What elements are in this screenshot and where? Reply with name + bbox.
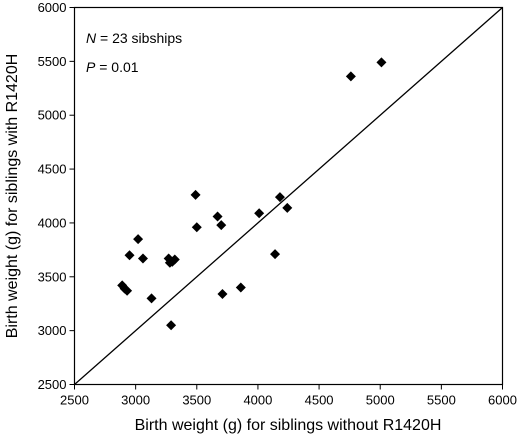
y-tick-label: 3500 bbox=[38, 269, 67, 284]
data-point-marker bbox=[122, 285, 133, 296]
y-axis-title: Birth weight (g) for siblings with R1420… bbox=[4, 54, 21, 339]
plot-border bbox=[73, 6, 504, 386]
y-axis: 2500 3000 3500 4000 4500 5000 5500 6000 bbox=[38, 0, 75, 392]
data-point-marker bbox=[191, 222, 202, 233]
data-point-marker bbox=[235, 282, 246, 293]
annotation-p-var: P bbox=[86, 59, 96, 75]
data-point-marker bbox=[216, 220, 227, 231]
y-tick-label: 5000 bbox=[38, 108, 67, 123]
data-point-marker bbox=[190, 189, 201, 200]
data-point-marker bbox=[169, 254, 180, 265]
data-point-marker bbox=[274, 192, 285, 203]
x-tick-label: 4500 bbox=[305, 393, 334, 408]
annotation-p: P = 0.01 bbox=[86, 59, 139, 75]
y-tick-label: 5500 bbox=[38, 54, 67, 69]
data-point-marker bbox=[282, 202, 293, 213]
annotation-n-var: N bbox=[86, 30, 97, 46]
data-point-marker bbox=[376, 57, 387, 68]
y-tick-label: 6000 bbox=[38, 0, 67, 15]
x-tick-label: 3500 bbox=[182, 393, 211, 408]
y-tick-label: 4500 bbox=[38, 162, 67, 177]
data-point-marker bbox=[270, 249, 281, 260]
annotation-p-text: = 0.01 bbox=[95, 59, 138, 75]
data-point-marker bbox=[133, 234, 144, 245]
data-point-marker bbox=[124, 250, 135, 261]
x-axis: 2500 3000 3500 4000 4500 5000 5500 6000 bbox=[60, 384, 517, 408]
data-point-marker bbox=[212, 211, 223, 222]
data-point-marker bbox=[166, 320, 177, 331]
data-point-marker bbox=[217, 289, 228, 300]
data-point-marker bbox=[345, 71, 356, 82]
y-tick-label: 3000 bbox=[38, 323, 67, 338]
annotation-n-text: = 23 sibships bbox=[96, 30, 182, 46]
x-tick-label: 2500 bbox=[60, 393, 89, 408]
x-axis-title: Birth weight (g) for siblings without R1… bbox=[135, 417, 442, 434]
y-tick-label: 2500 bbox=[38, 377, 67, 392]
y-tick-label: 4000 bbox=[38, 215, 67, 230]
x-tick-label: 5000 bbox=[366, 393, 395, 408]
x-tick-label: 4000 bbox=[243, 393, 272, 408]
data-points bbox=[117, 57, 387, 331]
identity-reference-line bbox=[74, 7, 503, 385]
data-point-marker bbox=[254, 208, 265, 219]
x-tick-label: 3000 bbox=[121, 393, 150, 408]
annotation-n: N = 23 sibships bbox=[86, 30, 182, 46]
data-point-marker bbox=[137, 253, 148, 264]
x-tick-label: 6000 bbox=[488, 393, 517, 408]
data-point-marker bbox=[146, 293, 157, 304]
plot-area bbox=[73, 6, 504, 386]
x-tick-label: 5500 bbox=[427, 393, 456, 408]
